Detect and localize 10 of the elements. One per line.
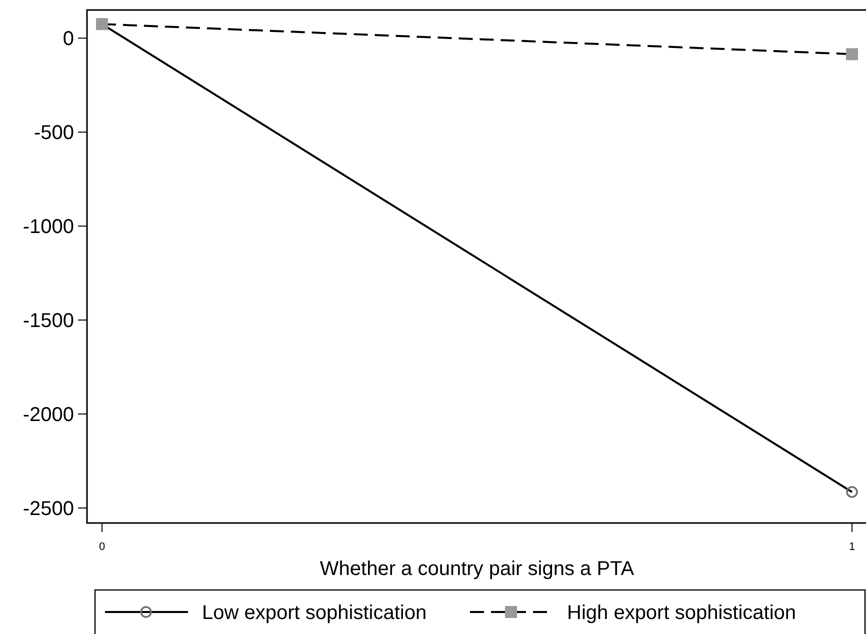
y-tick-label: -2500 [22, 498, 74, 520]
y-tick-label: -500 [34, 122, 74, 144]
y-tick-label: -1500 [22, 310, 74, 332]
x-tick-label: 1 [848, 541, 856, 553]
y-tick-label: 0 [62, 28, 74, 50]
x-axis-title: Whether a country pair signs a PTA [320, 558, 635, 580]
legend-label: Low export sophistication [202, 602, 427, 624]
legend-label: High export sophistication [567, 602, 796, 624]
y-tick-label: -2000 [22, 404, 74, 426]
y-tick-label: -1000 [22, 216, 74, 238]
